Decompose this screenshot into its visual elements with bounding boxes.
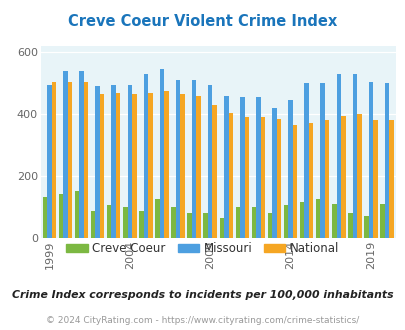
Legend: Creve Coeur, Missouri, National: Creve Coeur, Missouri, National <box>62 237 343 260</box>
Bar <box>320 83 324 238</box>
Bar <box>260 117 264 238</box>
Bar <box>95 86 100 238</box>
Bar <box>111 85 116 238</box>
Bar <box>379 204 384 238</box>
Bar <box>239 97 244 238</box>
Bar <box>100 94 104 238</box>
Bar <box>139 211 143 238</box>
Bar <box>224 96 228 238</box>
Bar <box>203 213 207 238</box>
Bar <box>116 92 120 238</box>
Bar <box>164 91 168 238</box>
Bar <box>59 194 63 238</box>
Bar <box>228 113 232 238</box>
Bar <box>272 108 276 238</box>
Bar <box>331 204 336 238</box>
Bar <box>155 199 159 238</box>
Bar <box>212 105 216 238</box>
Bar <box>79 71 84 238</box>
Bar <box>235 207 239 238</box>
Bar <box>336 74 340 238</box>
Bar <box>308 123 313 238</box>
Bar <box>47 85 51 238</box>
Bar <box>276 119 281 238</box>
Bar <box>123 207 127 238</box>
Bar <box>187 213 192 238</box>
Bar <box>175 80 180 238</box>
Bar <box>192 80 196 238</box>
Bar <box>340 115 345 238</box>
Bar <box>388 120 393 238</box>
Bar <box>127 85 132 238</box>
Bar <box>347 213 352 238</box>
Bar <box>68 82 72 238</box>
Bar <box>51 82 56 238</box>
Bar <box>196 96 200 238</box>
Bar <box>75 191 79 238</box>
Bar <box>256 97 260 238</box>
Bar <box>315 199 320 238</box>
Bar <box>207 85 212 238</box>
Bar <box>219 217 224 238</box>
Text: Crime Index corresponds to incidents per 100,000 inhabitants: Crime Index corresponds to incidents per… <box>12 290 393 300</box>
Bar <box>288 100 292 238</box>
Bar <box>43 197 47 238</box>
Bar <box>372 120 377 238</box>
Bar <box>107 205 111 238</box>
Bar <box>324 120 328 238</box>
Text: © 2024 CityRating.com - https://www.cityrating.com/crime-statistics/: © 2024 CityRating.com - https://www.city… <box>46 316 359 325</box>
Bar <box>292 125 296 238</box>
Bar <box>299 202 304 238</box>
Bar <box>352 74 356 238</box>
Bar <box>244 117 249 238</box>
Bar <box>283 205 288 238</box>
Bar <box>171 207 175 238</box>
Bar <box>251 207 256 238</box>
Bar <box>368 82 372 238</box>
Bar <box>363 216 368 238</box>
Bar <box>159 69 164 238</box>
Bar <box>91 211 95 238</box>
Bar <box>267 213 272 238</box>
Bar <box>148 92 152 238</box>
Bar <box>356 114 361 238</box>
Bar <box>180 94 184 238</box>
Bar <box>63 71 68 238</box>
Bar <box>84 82 88 238</box>
Bar <box>384 83 388 238</box>
Bar <box>143 74 148 238</box>
Bar <box>304 83 308 238</box>
Bar <box>132 94 136 238</box>
Text: Creve Coeur Violent Crime Index: Creve Coeur Violent Crime Index <box>68 14 337 29</box>
